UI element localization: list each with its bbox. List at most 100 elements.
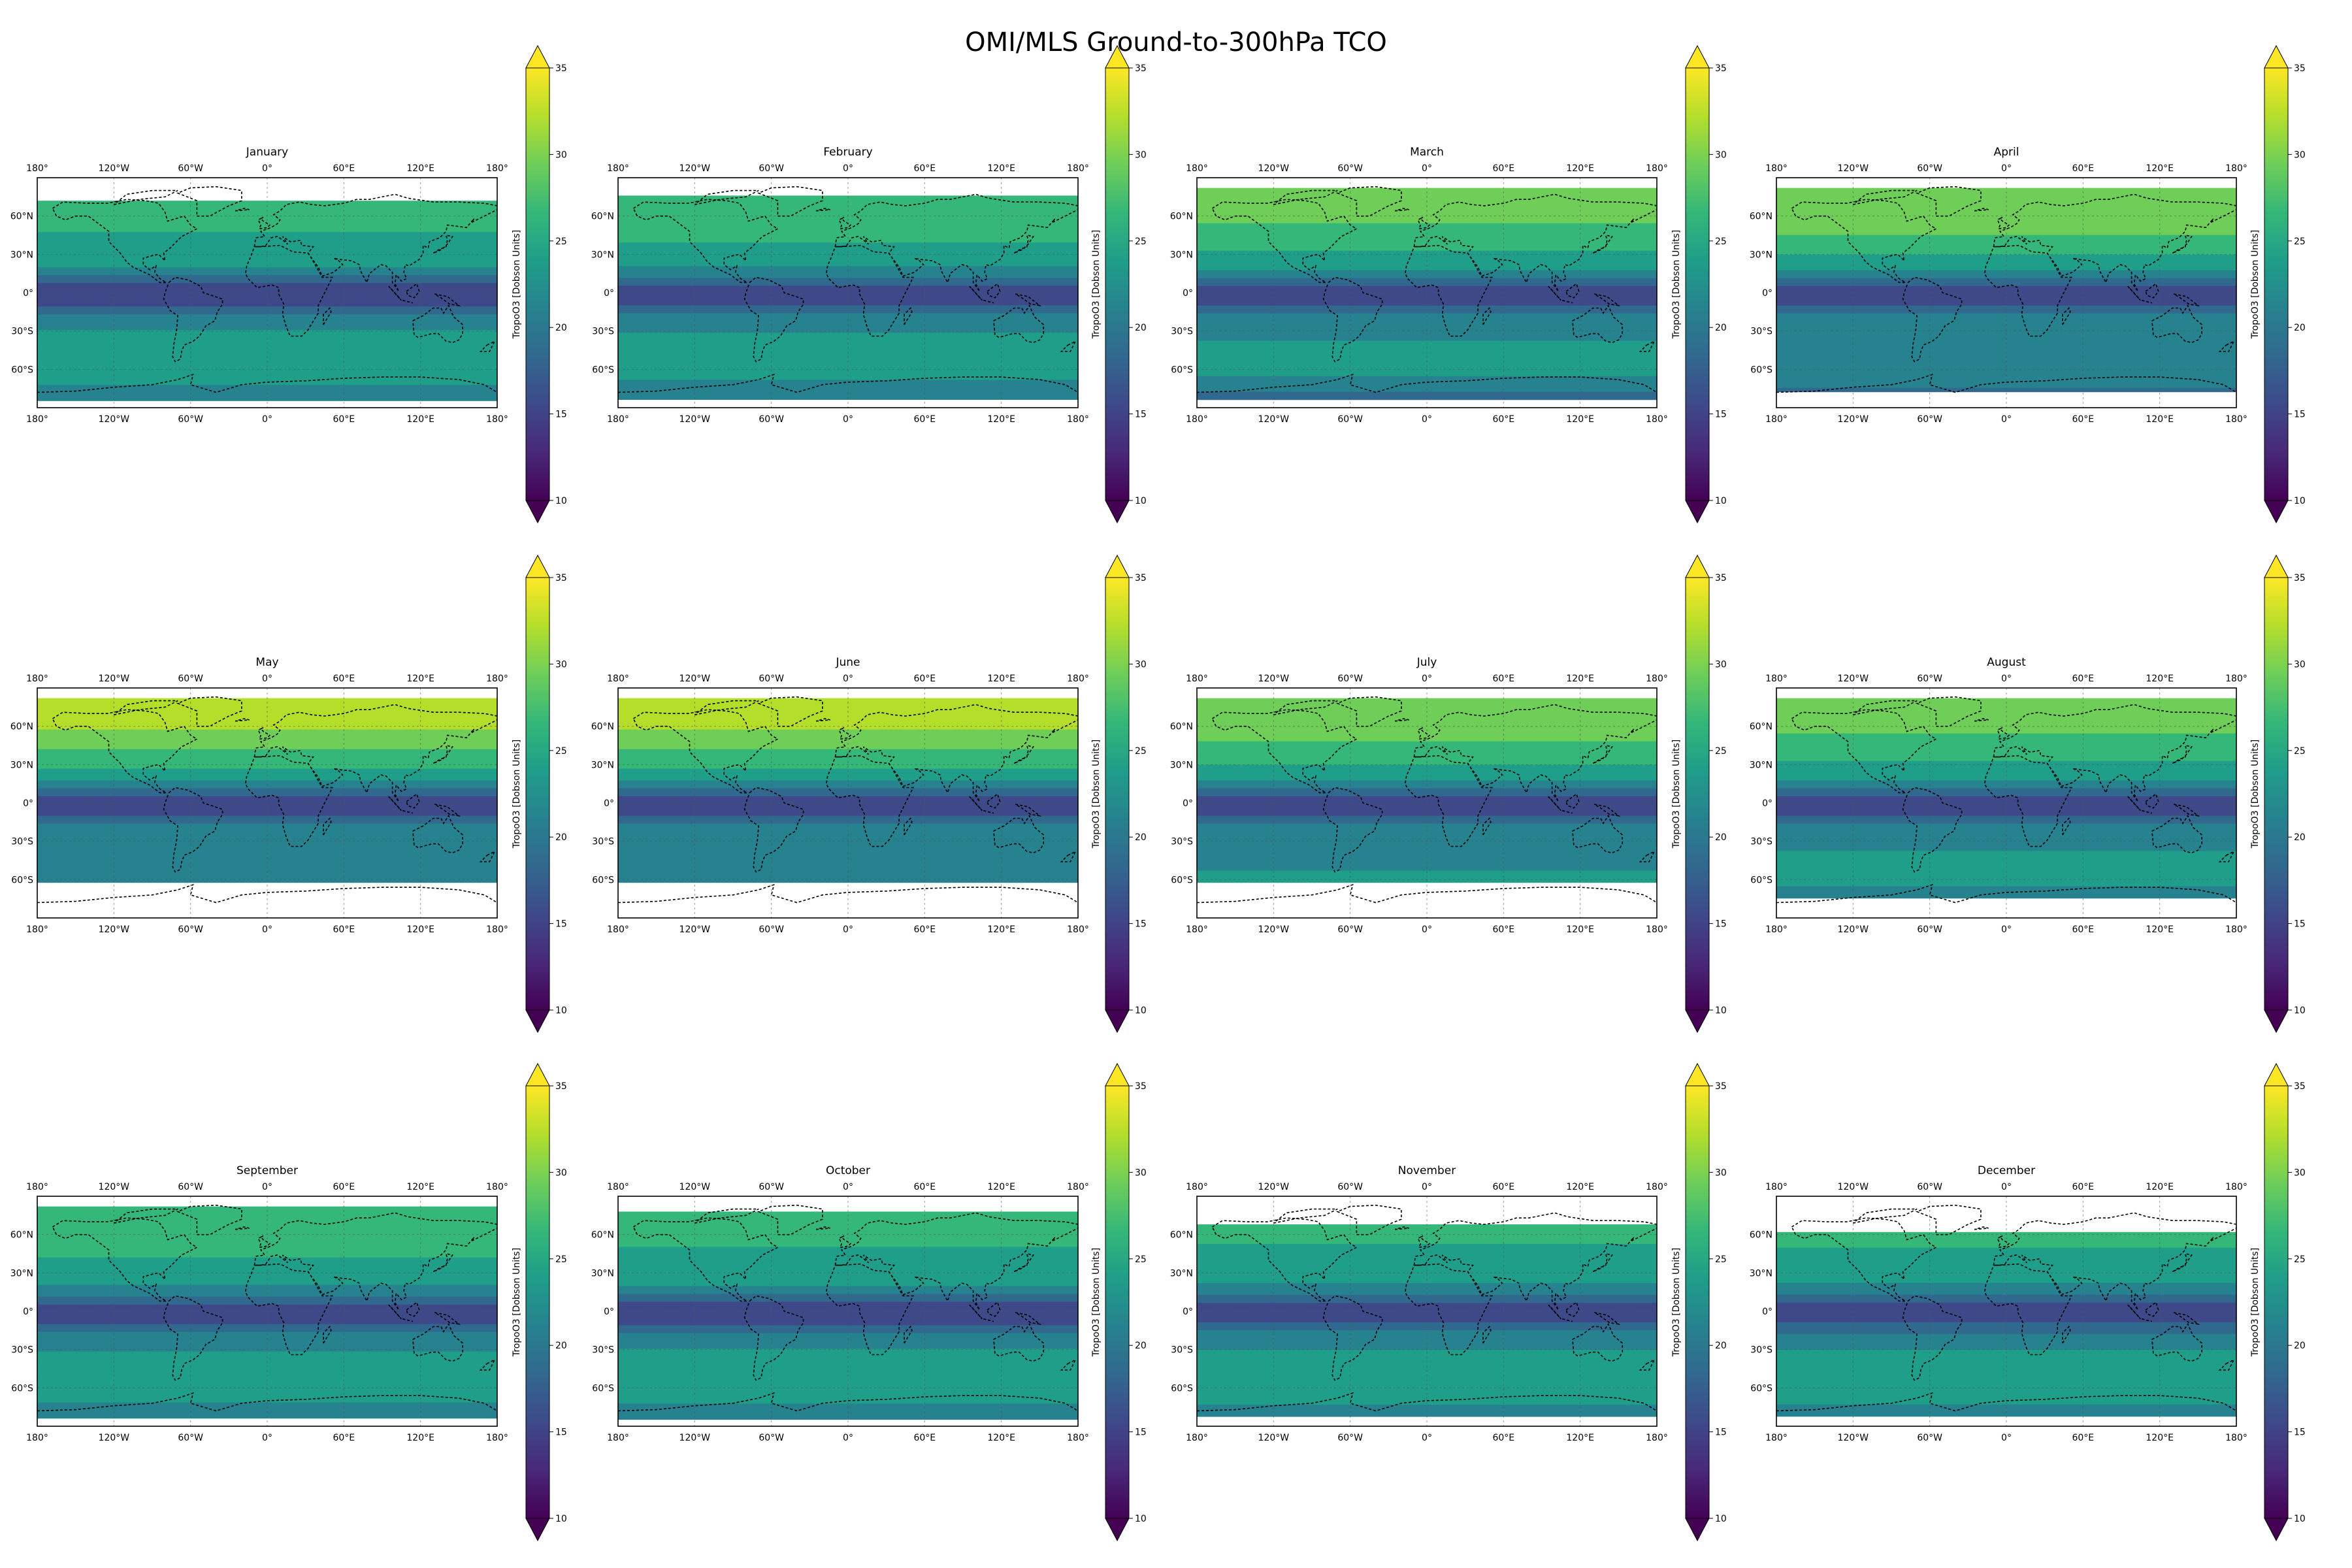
- lon-tick-label: 120°W: [1838, 674, 1869, 684]
- lon-tick-label: 120°E: [1566, 1433, 1594, 1443]
- map-panel: April 180° 180° 120°W 120°W 60°W 60°W 0° 0° 60°E 6…: [1750, 44, 2306, 524]
- lon-tick-label: 60°W: [759, 924, 784, 935]
- colorbar-tick-label: 30: [1715, 1168, 1727, 1178]
- colorbar-label: TropoO3 [Dobson Units]: [1091, 230, 1102, 339]
- colorbar-tick-label: 35: [1715, 63, 1727, 74]
- lon-tick-label: 180°: [26, 1182, 48, 1192]
- lon-tick-label: 60°W: [1917, 163, 1942, 174]
- lon-tick-label: 180°: [486, 163, 508, 174]
- lon-tick-label: 180°: [1186, 924, 1208, 935]
- lon-tick-label: 0°: [262, 1433, 272, 1443]
- lon-tick-label: 60°W: [178, 414, 203, 425]
- lon-tick-label: 0°: [843, 674, 853, 684]
- lat-tick-label: 30°S: [11, 837, 33, 847]
- colorbar-label: TropoO3 [Dobson Units]: [2250, 740, 2261, 849]
- coastlines: [1197, 696, 1657, 904]
- lon-tick-label: 120°E: [987, 1433, 1015, 1443]
- panel-title: April: [1994, 146, 2019, 159]
- lon-tick-label: 180°: [1186, 163, 1208, 174]
- colorbar-min-extend: [525, 1009, 550, 1034]
- lon-tick-label: 180°: [1646, 1433, 1668, 1443]
- colorbar: 10 15 20 25 30 35 TropoO3 [Dobson Units]: [2250, 554, 2306, 1034]
- panel-title: October: [826, 1164, 870, 1177]
- colorbar-tick-label: 25: [2294, 1254, 2306, 1265]
- colorbar-tick-label: 30: [555, 1168, 567, 1178]
- colorbar: 10 15 20 25 30 35 TropoO3 [Dobson Units]: [1091, 1062, 1147, 1542]
- lon-tick-label: 60°E: [2072, 1182, 2094, 1192]
- lon-tick-label: 60°E: [333, 414, 355, 425]
- coastlines: [37, 186, 497, 393]
- lat-tick-label: 0°: [23, 1307, 33, 1317]
- lon-tick-label: 180°: [607, 1433, 629, 1443]
- lat-tick-label: 30°S: [1171, 327, 1193, 337]
- lon-tick-label: 120°W: [1838, 1182, 1869, 1192]
- lon-tick-label: 60°E: [1492, 414, 1514, 425]
- lon-tick-label: 120°W: [99, 414, 130, 425]
- lon-tick-label: 120°E: [987, 1182, 1015, 1192]
- colorbar-gradient: [1685, 577, 1710, 1011]
- lon-tick-label: 180°: [2225, 1182, 2247, 1192]
- colorbar-tick-label: 20: [2294, 832, 2306, 843]
- panel-title: March: [1410, 146, 1444, 159]
- lon-tick-label: 120°W: [99, 1182, 130, 1192]
- lon-tick-label: 180°: [1186, 414, 1208, 425]
- lat-tick-label: 30°S: [1171, 1345, 1193, 1356]
- lon-tick-label: 60°W: [759, 1182, 784, 1192]
- coastlines: [37, 696, 497, 904]
- colorbar-tick-label: 15: [2294, 410, 2306, 420]
- lon-tick-label: 120°W: [99, 163, 130, 174]
- colorbar-tick-label: 35: [555, 573, 567, 583]
- colorbar-max-extend: [1105, 554, 1130, 578]
- lon-tick-label: 60°W: [1917, 924, 1942, 935]
- lon-tick-label: 0°: [2001, 163, 2012, 174]
- colorbar-tick-label: 10: [1715, 1514, 1727, 1524]
- lat-tick-label: 60°S: [592, 1383, 614, 1394]
- lon-tick-label: 180°: [1646, 1182, 1668, 1192]
- lat-tick-label: 30°S: [592, 837, 614, 847]
- colorbar-tick-label: 15: [1135, 919, 1147, 930]
- lat-tick-label: 60°S: [11, 365, 33, 375]
- colorbar-tick-label: 20: [555, 1341, 567, 1351]
- lon-tick-label: 180°: [1765, 924, 1788, 935]
- colorbar-tick-label: 10: [1715, 1005, 1727, 1016]
- lat-tick-label: 60°N: [1170, 212, 1193, 222]
- colorbar-max-extend: [1685, 1062, 1710, 1086]
- colorbar-max-extend: [2264, 1062, 2289, 1086]
- colorbar-tick-label: 15: [555, 1428, 567, 1438]
- lon-tick-label: 180°: [1765, 414, 1788, 425]
- panel-title: June: [835, 656, 860, 669]
- lon-tick-label: 180°: [2225, 674, 2247, 684]
- lat-tick-label: 0°: [1183, 1307, 1193, 1317]
- colorbar-gradient: [1105, 67, 1130, 501]
- colorbar-max-extend: [2264, 554, 2289, 578]
- lon-tick-label: 60°W: [1337, 1182, 1363, 1192]
- lat-tick-label: 60°S: [1171, 875, 1193, 885]
- gridlines: [1197, 688, 1657, 918]
- map-panel: February 180° 180° 120°W 120°W 60°W 60°W 0° 0° 60…: [591, 44, 1147, 524]
- colorbar-tick-label: 30: [2294, 659, 2306, 670]
- colorbar-tick-label: 30: [1135, 659, 1147, 670]
- lon-tick-label: 180°: [486, 1433, 508, 1443]
- gridlines: [37, 178, 497, 408]
- gridlines: [1776, 178, 2236, 408]
- lon-tick-label: 180°: [607, 163, 629, 174]
- map-frame: [1776, 177, 2237, 408]
- map-frame: [617, 687, 1079, 919]
- lon-tick-label: 180°: [26, 674, 48, 684]
- colorbar-min-extend: [525, 500, 550, 524]
- colorbar-tick-label: 20: [555, 832, 567, 843]
- lon-tick-label: 60°W: [178, 1433, 203, 1443]
- lat-tick-label: 30°N: [1750, 250, 1772, 260]
- colorbar-max-extend: [1685, 554, 1710, 578]
- lon-tick-label: 180°: [1186, 1433, 1208, 1443]
- colorbar-min-extend: [525, 1518, 550, 1542]
- coastlines: [37, 1204, 497, 1412]
- panel-title: December: [1978, 1164, 2035, 1177]
- colorbar-tick-label: 35: [1715, 573, 1727, 583]
- lon-tick-label: 120°W: [1258, 163, 1290, 174]
- map-frame: [37, 1196, 498, 1427]
- lon-tick-label: 60°E: [913, 414, 936, 425]
- colorbar: 10 15 20 25 30 35 TropoO3 [Dobson Units]: [2250, 1062, 2306, 1542]
- map-panel: August 180° 180° 120°W 120°W 60°W 60°W 0° 0° 60°E…: [1750, 554, 2306, 1034]
- lon-tick-label: 180°: [1067, 414, 1089, 425]
